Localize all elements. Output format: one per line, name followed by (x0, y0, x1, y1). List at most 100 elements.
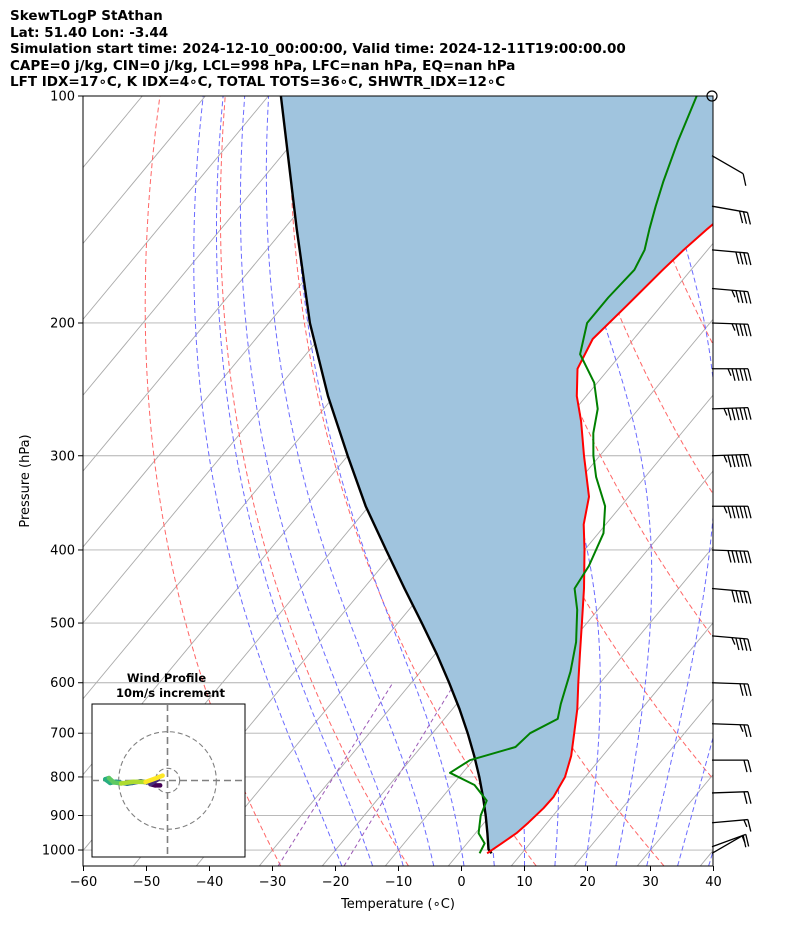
barb-full-flag (738, 210, 744, 224)
temperature-profile-line (486, 222, 713, 855)
wind-barb (711, 549, 752, 564)
wind-barb (706, 90, 718, 102)
barb-full-flag (735, 290, 740, 303)
wind-barb (711, 406, 752, 421)
x-tick-label: −40 (196, 875, 223, 890)
dewpoint-profile-line (449, 96, 698, 854)
x-tick-label: −60 (70, 875, 97, 890)
barb-full-flag (743, 724, 748, 738)
moist-adiabat (641, 96, 713, 866)
barb-half-flag (723, 408, 728, 416)
moist-adiabat (216, 96, 374, 866)
y-axis-label: Pressure (hPa) (18, 434, 33, 527)
isotherm-line (510, 622, 713, 866)
barb-full-flag (731, 454, 736, 468)
wind-barb (711, 723, 752, 738)
barb-full-flag (742, 211, 748, 224)
barb-full-flag (742, 173, 747, 186)
y-tick-label: 200 (50, 316, 75, 331)
y-tick-label: 800 (50, 770, 75, 785)
y-tick-label: 700 (50, 727, 75, 742)
wind-barb (711, 635, 752, 652)
barb-full-flag (747, 591, 752, 604)
barb-full-flag (735, 251, 740, 265)
barb-full-flag (747, 454, 752, 467)
barb-staff (711, 287, 748, 293)
barb-full-flag (731, 408, 736, 421)
barb-full-flag (743, 791, 748, 804)
hodograph-title: Wind Profile (127, 671, 207, 685)
barb-full-flag (747, 759, 752, 773)
simulation-times: Simulation start time: 2024-12-10_00:00:… (10, 41, 626, 58)
wind-barb (711, 155, 747, 186)
barb-staff (711, 205, 748, 214)
wind-barb (712, 505, 752, 519)
wind-barb (711, 322, 752, 337)
barb-full-flag (747, 407, 752, 420)
calm-wind-circle (706, 90, 718, 102)
wind-barb (711, 205, 752, 225)
barb-full-flag (739, 454, 744, 467)
barb-full-flag (747, 819, 752, 832)
barb-full-flag (735, 506, 740, 519)
moist-adiabat (265, 96, 435, 866)
wind-barb (711, 834, 747, 854)
barb-half-flag (739, 724, 744, 732)
barb-half-flag (731, 637, 736, 645)
hodograph-subtitle: 10m/s increment (116, 686, 225, 700)
dry-adiabat (747, 96, 794, 866)
isotherm-line (83, 96, 269, 321)
barb-full-flag (743, 323, 748, 337)
moist-adiabat (193, 96, 343, 866)
barb-full-flag (735, 368, 740, 381)
barb-full-flag (743, 506, 748, 519)
x-tick-label: 40 (705, 875, 722, 890)
barb-full-flag (735, 454, 740, 468)
barb-full-flag (739, 290, 744, 304)
barb-full-flag (743, 683, 748, 697)
barb-full-flag (747, 791, 752, 804)
station-location: Lat: 51.40 Lon: -3.44 (10, 24, 169, 41)
barb-full-flag (727, 506, 732, 519)
x-tick-label: −30 (259, 875, 286, 890)
barb-staff (711, 155, 744, 175)
isotherm-line (699, 849, 713, 866)
stability-parameters: CAPE=0 j/kg, CIN=0 j/kg, LCL=998 hPa, LF… (10, 57, 516, 74)
barb-half-flag (743, 819, 748, 828)
barb-full-flag (735, 323, 740, 336)
barb-full-flag (739, 638, 744, 651)
barb-full-flag (743, 759, 748, 773)
barb-full-flag (731, 506, 736, 519)
barb-staff (711, 406, 749, 410)
barb-full-flag (731, 550, 736, 563)
wind-barb (712, 759, 752, 773)
barb-full-flag (727, 408, 732, 421)
barb-full-flag (727, 550, 732, 563)
wind-barb (711, 287, 752, 304)
y-tick-label: 600 (50, 676, 75, 691)
barb-full-flag (747, 683, 752, 697)
barb-full-flag (743, 550, 748, 564)
barb-full-flag (735, 590, 740, 603)
barb-full-flag (747, 291, 752, 304)
x-tick-label: −20 (322, 875, 349, 890)
wind-barbs (706, 90, 752, 854)
barb-staff (711, 587, 748, 593)
barb-full-flag (745, 834, 750, 847)
barb-full-flag (743, 591, 748, 604)
barb-full-flag (747, 638, 752, 652)
sounding-profiles (279, 96, 713, 855)
barb-half-flag (723, 505, 728, 514)
barb-staff (711, 549, 749, 552)
wind-barb (712, 368, 752, 381)
hodograph-segment (155, 773, 165, 780)
barb-full-flag (735, 550, 740, 563)
dry-adiabat (551, 96, 713, 495)
barb-full-flag (742, 835, 747, 848)
barb-half-flag (727, 368, 732, 377)
mixing-ratio-line (277, 682, 394, 866)
barb-staff (711, 791, 749, 794)
isotherm-line (83, 96, 206, 245)
